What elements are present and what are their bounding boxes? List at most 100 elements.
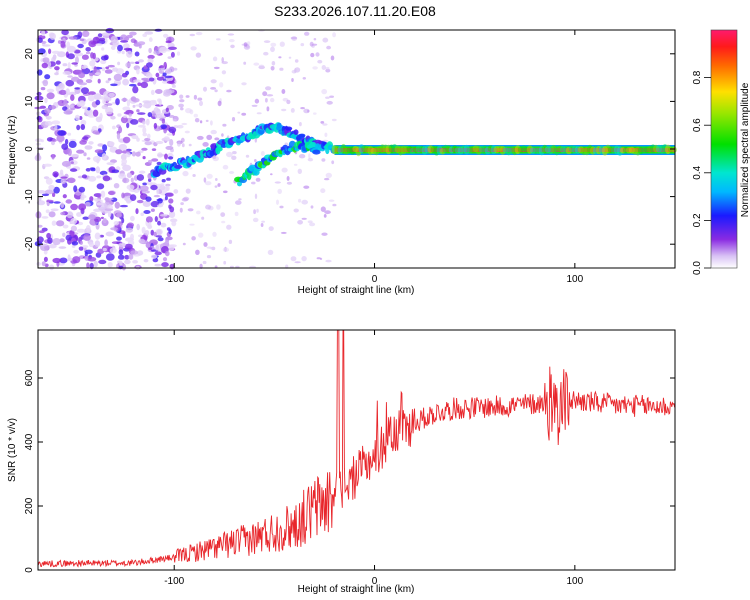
noise-blob: [260, 151, 265, 156]
noise-blob: [97, 143, 104, 147]
noise-blob: [102, 98, 106, 105]
noise-blob: [60, 40, 66, 48]
noise-blob: [179, 94, 184, 99]
noise-blob: [166, 185, 170, 191]
noise-blob: [79, 100, 86, 106]
noise-blob: [60, 178, 67, 184]
noise-blob: [88, 40, 97, 48]
noise-blob: [54, 124, 58, 131]
noise-blob: [41, 29, 46, 37]
noise-blob: [110, 35, 118, 44]
noise-blob: [62, 71, 72, 75]
noise-blob: [92, 155, 101, 163]
noise-blob: [184, 130, 190, 134]
noise-blob: [307, 157, 314, 162]
noise-blob: [94, 72, 101, 75]
noise-blob: [221, 70, 227, 75]
noise-blob: [112, 67, 119, 72]
noise-blob: [99, 37, 106, 42]
noise-blob: [126, 50, 133, 58]
noise-blob: [137, 82, 142, 86]
noise-blob: [37, 116, 43, 123]
noise-blob: [144, 137, 151, 142]
snr-frame: [37, 329, 676, 571]
noise-blob: [135, 151, 141, 157]
noise-blob: [51, 138, 57, 142]
noise-blob: [288, 56, 292, 59]
noise-blob: [155, 89, 163, 94]
noise-blob: [56, 134, 65, 142]
noise-blob: [142, 132, 148, 137]
noise-blob: [71, 241, 79, 246]
noise-blob: [110, 83, 118, 87]
noise-blob: [142, 33, 148, 38]
noise-blob: [63, 110, 73, 115]
noise-blob: [58, 89, 67, 95]
noise-blob: [80, 196, 85, 201]
noise-blob: [74, 114, 80, 121]
noise-blob: [73, 249, 79, 254]
noise-blob: [251, 181, 256, 185]
noise-blob: [290, 108, 295, 113]
noise-blob: [99, 234, 104, 238]
noise-blob: [126, 172, 132, 178]
noise-blob: [226, 89, 232, 93]
noise-blob: [124, 243, 133, 250]
noise-blob: [157, 237, 164, 242]
noise-blob: [132, 260, 139, 264]
noise-blob: [321, 65, 326, 70]
noise-blob: [116, 81, 121, 85]
noise-blob: [50, 208, 59, 212]
noise-blob: [279, 41, 285, 47]
noise-blob: [143, 79, 151, 83]
noise-blob: [36, 200, 46, 206]
noise-blob: [324, 177, 330, 181]
noise-blob: [277, 188, 283, 194]
noise-blob: [286, 176, 290, 181]
noise-blob: [201, 216, 205, 220]
noise-blob: [142, 104, 149, 108]
noise-blob: [125, 227, 133, 233]
noise-blob: [300, 107, 305, 110]
noise-blob: [67, 75, 73, 78]
noise-blob: [106, 162, 115, 166]
noise-blob: [210, 120, 213, 126]
noise-blob: [235, 200, 242, 205]
colorbar-tick-label: 0.4: [692, 165, 703, 179]
noise-blob: [245, 154, 250, 158]
noise-blob: [69, 229, 75, 237]
noise-blob: [294, 261, 301, 264]
noise-blob: [109, 247, 117, 254]
noise-blob: [210, 129, 217, 135]
noise-blob: [270, 97, 275, 103]
noise-blob: [294, 59, 299, 63]
noise-blob: [165, 68, 172, 75]
noise-blob: [67, 254, 71, 262]
noise-blob: [265, 98, 268, 103]
noise-blob: [48, 105, 57, 110]
noise-blob: [121, 97, 128, 102]
noise-blob: [130, 119, 139, 125]
branch-blob: [174, 164, 183, 169]
noise-blob: [119, 204, 128, 208]
noise-blob: [196, 210, 201, 215]
noise-blob: [142, 120, 146, 125]
noise-blob: [155, 235, 163, 238]
noise-blob: [329, 95, 334, 98]
noise-blob: [87, 256, 97, 262]
noise-blob: [89, 196, 94, 202]
noise-blob: [281, 108, 287, 112]
branch-blob: [285, 126, 293, 131]
noise-blob: [199, 100, 203, 107]
noise-blob: [154, 216, 158, 222]
noise-blob: [44, 121, 53, 126]
noise-blob: [293, 208, 299, 213]
noise-blob: [182, 242, 186, 246]
noise-blob: [214, 265, 218, 269]
noise-blob: [46, 92, 55, 100]
noise-blob: [168, 126, 177, 134]
noise-blob: [82, 30, 90, 37]
noise-blob: [217, 100, 222, 107]
noise-blob: [221, 133, 224, 137]
noise-blob: [48, 211, 56, 218]
